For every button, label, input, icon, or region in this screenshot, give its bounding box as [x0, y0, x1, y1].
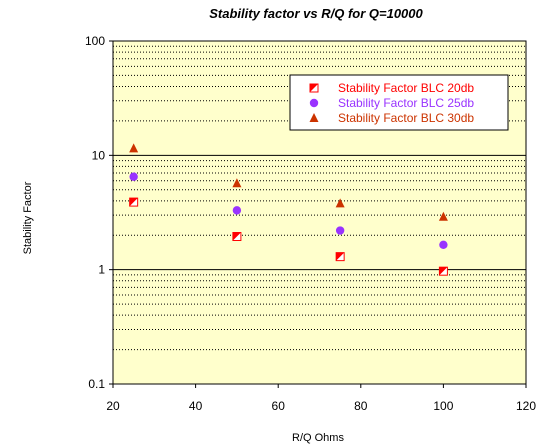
- legend-entry-1: Stability Factor BLC 20db: [338, 81, 474, 95]
- x-tick-label: 40: [189, 399, 203, 413]
- y-tick-label: 1: [98, 263, 105, 277]
- legend-marker-1: [309, 83, 319, 93]
- x-tick-label: 100: [433, 399, 453, 413]
- x-axis-label: R/Q Ohms: [292, 432, 344, 444]
- series-1-point: [232, 232, 242, 242]
- x-axis-ticks: 20 40 60 80 100 120: [106, 384, 536, 413]
- legend-entry-2: Stability Factor BLC 25db: [338, 96, 474, 110]
- x-tick-label: 60: [272, 399, 286, 413]
- legend-marker-2: [309, 98, 319, 108]
- data-points: [129, 143, 448, 276]
- x-tick-label: 120: [516, 399, 536, 413]
- grid: [113, 45, 526, 351]
- series-3-point: [232, 178, 242, 188]
- series-1-point: [335, 252, 345, 262]
- x-tick-label: 80: [354, 399, 368, 413]
- series-2-point: [129, 172, 138, 181]
- series-3-point: [335, 198, 345, 208]
- series-2-point: [335, 226, 345, 235]
- y-axis-ticks: 0.1 1 10 100: [85, 34, 113, 391]
- x-tick-label: 20: [106, 399, 120, 413]
- y-tick-label: 10: [92, 148, 106, 162]
- legend-entry-3: Stability Factor BLC 30db: [338, 111, 474, 125]
- chart-title: Stability factor vs R/Q for Q=10000: [209, 6, 423, 21]
- plot-border: [112, 40, 527, 385]
- series-2-point: [439, 240, 448, 250]
- series-3-point: [129, 143, 139, 153]
- series-1-point: [438, 266, 448, 276]
- y-axis-label: Stability Factor: [22, 181, 34, 254]
- y-tick-label: 100: [85, 34, 105, 48]
- legend-marker-3: [309, 113, 319, 122]
- series-1-point: [129, 197, 139, 207]
- legend-box: [289, 74, 509, 131]
- y-tick-label: 0.1: [88, 377, 105, 391]
- series-3-point: [438, 211, 448, 221]
- series-2-point: [232, 206, 242, 215]
